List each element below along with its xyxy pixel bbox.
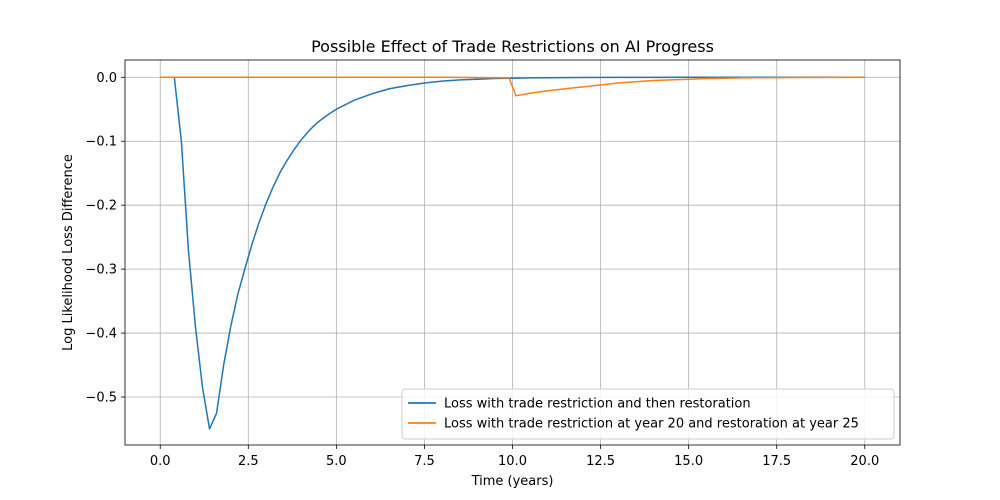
x-axis-label: Time (years) <box>471 474 554 489</box>
y-tick-label: −0.2 <box>85 199 117 214</box>
x-tick-label: 7.5 <box>414 454 435 469</box>
legend-label: Loss with trade restriction at year 20 a… <box>444 417 859 432</box>
series-layer <box>160 76 865 430</box>
y-tick-label: −0.1 <box>85 135 117 150</box>
series-line-2 <box>160 76 865 97</box>
series-line-1 <box>160 76 865 430</box>
ticks: 0.0 2.5 5.0 7.5 10.0 12.5 15.0 17.5 20.0 0.0 −0.1 −… <box>85 71 879 469</box>
x-tick-label: 0.0 <box>150 454 171 469</box>
y-tick-label: −0.3 <box>85 263 117 278</box>
x-tick-label: 2.5 <box>238 454 259 469</box>
x-tick-label: 10.0 <box>498 454 527 469</box>
x-tick-label: 15.0 <box>674 454 703 469</box>
y-tick-label: −0.4 <box>85 327 117 342</box>
legend-label: Loss with trade restriction and then res… <box>444 397 751 412</box>
y-tick-label: −0.5 <box>85 391 117 406</box>
legend-box <box>401 388 895 440</box>
x-tick-label: 12.5 <box>586 454 615 469</box>
chart-title: Possible Effect of Trade Restrictions on… <box>311 37 714 56</box>
y-tick-label: 0.0 <box>96 71 117 86</box>
y-axis-label: Log Likelihood Loss Difference <box>61 154 76 351</box>
x-tick-label: 17.5 <box>762 454 791 469</box>
x-tick-label: 5.0 <box>326 454 347 469</box>
legend: Loss with trade restriction and then res… <box>401 388 895 440</box>
x-tick-label: 20.0 <box>850 454 879 469</box>
